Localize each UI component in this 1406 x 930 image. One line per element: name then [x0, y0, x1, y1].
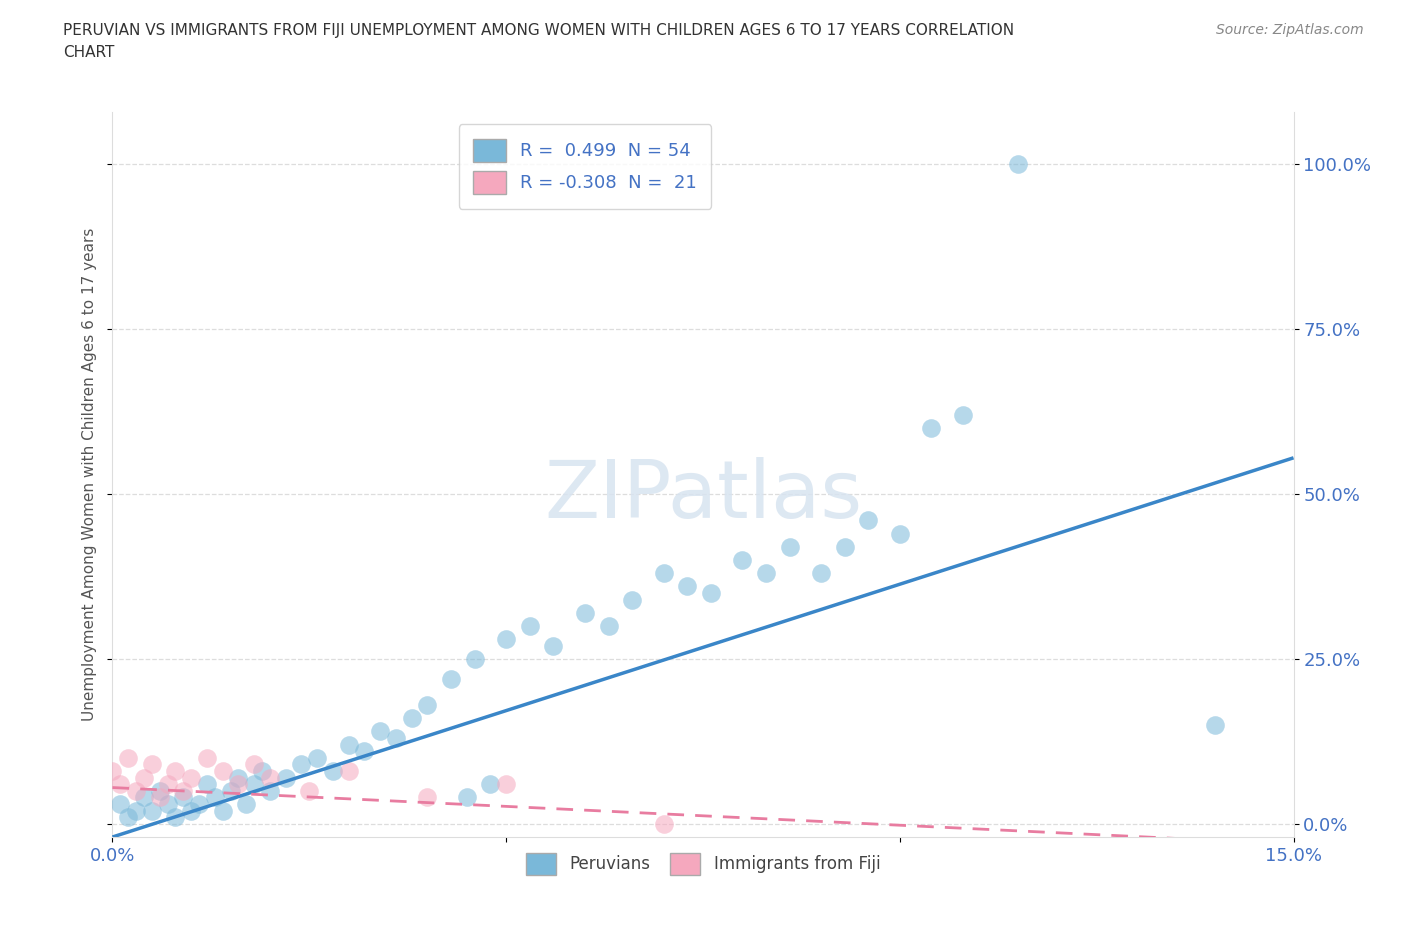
- Point: [132, 770, 155, 785]
- Point: [755, 565, 778, 580]
- Point: [416, 790, 439, 804]
- Point: [228, 770, 250, 785]
- Text: PERUVIAN VS IMMIGRANTS FROM FIJI UNEMPLOYMENT AMONG WOMEN WITH CHILDREN AGES 6 T: PERUVIAN VS IMMIGRANTS FROM FIJI UNEMPLO…: [63, 23, 1014, 38]
- Point: [495, 631, 517, 646]
- Point: [250, 764, 273, 778]
- Point: [149, 790, 172, 804]
- Point: [858, 513, 880, 528]
- Point: [298, 783, 321, 798]
- Point: [259, 770, 281, 785]
- Point: [543, 638, 565, 653]
- Point: [125, 783, 148, 798]
- Point: [156, 797, 179, 812]
- Point: [141, 804, 163, 818]
- Text: ZIPatlas: ZIPatlas: [544, 457, 862, 535]
- Point: [456, 790, 478, 804]
- Point: [243, 757, 266, 772]
- Point: [889, 526, 911, 541]
- Point: [479, 777, 502, 791]
- Point: [211, 804, 233, 818]
- Point: [204, 790, 226, 804]
- Point: [652, 817, 675, 831]
- Point: [156, 777, 179, 791]
- Point: [290, 757, 312, 772]
- Legend: Peruvians, Immigrants from Fiji: Peruvians, Immigrants from Fiji: [517, 845, 889, 883]
- Point: [810, 565, 832, 580]
- Point: [464, 652, 486, 667]
- Point: [337, 737, 360, 752]
- Point: [700, 586, 723, 601]
- Point: [676, 579, 699, 594]
- Point: [195, 751, 218, 765]
- Point: [416, 698, 439, 712]
- Point: [195, 777, 218, 791]
- Point: [598, 618, 620, 633]
- Point: [952, 407, 974, 422]
- Point: [165, 810, 187, 825]
- Point: [219, 783, 242, 798]
- Point: [385, 731, 408, 746]
- Point: [141, 757, 163, 772]
- Point: [110, 777, 132, 791]
- Point: [440, 671, 463, 686]
- Point: [101, 764, 124, 778]
- Point: [211, 764, 233, 778]
- Point: [322, 764, 344, 778]
- Point: [731, 552, 754, 567]
- Point: [401, 711, 423, 725]
- Point: [117, 751, 139, 765]
- Text: Source: ZipAtlas.com: Source: ZipAtlas.com: [1216, 23, 1364, 37]
- Point: [188, 797, 211, 812]
- Point: [574, 605, 596, 620]
- Point: [228, 777, 250, 791]
- Point: [1007, 157, 1029, 172]
- Point: [337, 764, 360, 778]
- Point: [117, 810, 139, 825]
- Point: [495, 777, 517, 791]
- Point: [125, 804, 148, 818]
- Text: CHART: CHART: [63, 45, 115, 60]
- Point: [368, 724, 391, 739]
- Point: [834, 539, 856, 554]
- Point: [235, 797, 257, 812]
- Point: [132, 790, 155, 804]
- Point: [1204, 717, 1226, 732]
- Point: [259, 783, 281, 798]
- Point: [172, 783, 194, 798]
- Point: [180, 770, 202, 785]
- Point: [307, 751, 329, 765]
- Point: [779, 539, 801, 554]
- Point: [243, 777, 266, 791]
- Point: [621, 592, 644, 607]
- Point: [180, 804, 202, 818]
- Point: [519, 618, 541, 633]
- Point: [165, 764, 187, 778]
- Point: [652, 565, 675, 580]
- Point: [110, 797, 132, 812]
- Point: [149, 783, 172, 798]
- Point: [172, 790, 194, 804]
- Point: [274, 770, 297, 785]
- Point: [353, 744, 375, 759]
- Y-axis label: Unemployment Among Women with Children Ages 6 to 17 years: Unemployment Among Women with Children A…: [82, 228, 97, 721]
- Point: [920, 420, 942, 435]
